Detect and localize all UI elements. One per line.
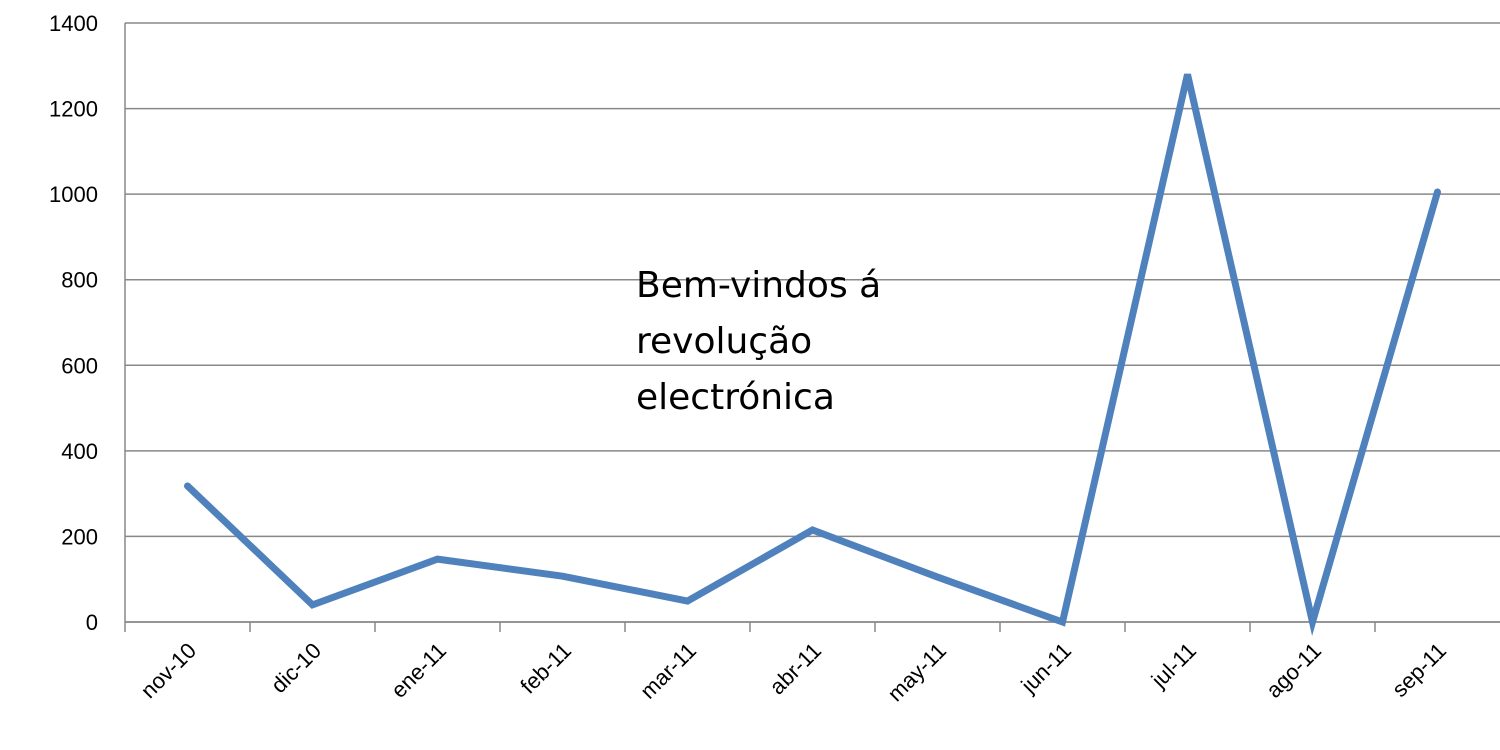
data-line [184,73,1441,636]
x-tick-label: may-11 [883,638,951,706]
y-tick-label: 1000 [49,182,98,207]
y-tick-label: 1400 [49,11,98,36]
x-tick-label: sep-11 [1387,638,1451,702]
x-tick-label: abr-11 [765,638,826,699]
y-tick-label: 0 [86,610,98,635]
x-tick-label: jul-11 [1146,638,1201,693]
x-tick-label: feb-11 [515,638,576,699]
annotation: Bem-vindos á revolução electrónica [636,265,881,418]
annotation-line: electrónica [636,377,835,418]
x-tick-label: ago-11 [1261,638,1326,703]
annotation-line: revolução [636,321,812,362]
y-tick-label: 200 [61,524,98,549]
x-tick-label: ene-11 [386,638,451,703]
x-tick-label: jun-11 [1016,638,1076,698]
y-tick-label: 800 [61,268,98,293]
y-tick-label: 400 [61,439,98,464]
x-tick-label: mar-11 [635,638,701,704]
y-tick-label: 1200 [49,97,98,122]
y-tick-label: 600 [61,353,98,378]
x-tick-label: nov-10 [136,638,201,703]
annotation-line: Bem-vindos á [636,265,881,306]
x-tick-label: dic-10 [266,638,326,698]
